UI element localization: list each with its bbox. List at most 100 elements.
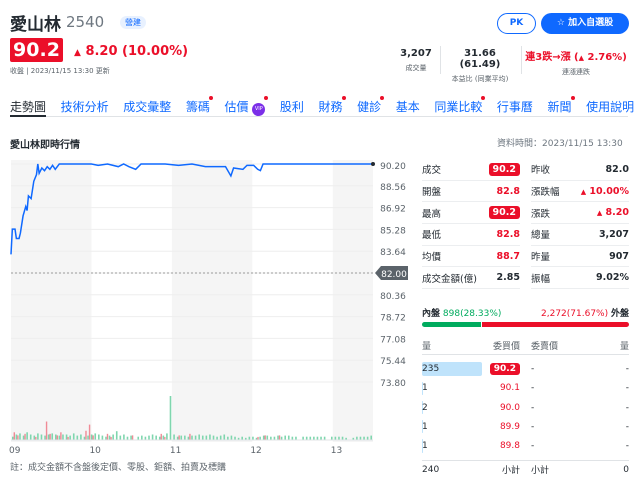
industry-badge[interactable]: 營建 [120, 16, 146, 29]
volume-bar-down [313, 436, 315, 440]
tab-3[interactable]: 籌碼 [186, 96, 213, 116]
x-tick-label: 12 [250, 446, 261, 456]
volume-bar-down [262, 435, 265, 440]
volume-bar-down [76, 435, 79, 440]
volume-bar-down [320, 436, 322, 440]
volume-bar-down [370, 435, 373, 440]
pk-button[interactable]: PK [497, 13, 536, 34]
volume-bar-down [363, 436, 365, 440]
volume-bar-up [131, 435, 134, 440]
volume-bar-down [316, 436, 319, 440]
volume-bar-down [191, 435, 193, 440]
x-tick-label: 10 [89, 446, 101, 456]
volume-bar-down [119, 435, 122, 440]
volume-bar-up [164, 436, 166, 440]
tab-8[interactable]: 基本 [395, 100, 420, 114]
orderbook-row: 1 89.9- - [422, 420, 629, 434]
intraday-chart[interactable]: 90.20 88.56 86.92 85.28 83.64 82.00 80.36 78.72… [0, 150, 412, 460]
chart-title: 愛山林即時行情 [10, 140, 80, 151]
y-tick-label: 85.28 [380, 226, 406, 236]
tab-9[interactable]: 同業比較 [434, 96, 486, 116]
volume-bar-down [44, 435, 46, 440]
volume-bar-down [255, 437, 258, 440]
volume-bar-down [366, 436, 369, 440]
order-book: 量委買價 委賣價量 235 90.2- - 1 90.1- - 2 90.0- - 1 89.9- - 1 8… [422, 336, 629, 479]
volume-bar-down [169, 396, 172, 440]
volume-bar-down [341, 436, 344, 440]
volume-bar-down [356, 436, 358, 440]
volume-bar-down [62, 434, 64, 440]
tab-10[interactable]: 行事曆 [496, 100, 533, 114]
orderbook-row: 1 89.8- - [422, 439, 629, 453]
volume-bar-up [67, 436, 69, 440]
volume-bar-down [69, 435, 71, 440]
volume-bar-down [37, 433, 39, 440]
volume-bar-down [241, 436, 243, 440]
tab-5[interactable]: 股利 [279, 100, 304, 114]
volume-bar-down [33, 435, 36, 440]
volume-bar-down [334, 436, 337, 440]
volume-bar-down [302, 436, 304, 440]
volume-bar-down [252, 436, 254, 440]
tab-11[interactable]: 新聞 [548, 96, 575, 116]
volume-stat: 3,207 成交量 [400, 48, 432, 72]
notification-dot [380, 96, 385, 100]
reference-price-tag [375, 266, 408, 280]
volume-bar-down [266, 435, 269, 440]
add-watchlist-button[interactable]: ☆ 加入自選股 [541, 13, 629, 34]
up-triangle-icon: ▲ [596, 209, 603, 218]
volume-bar-up [264, 435, 266, 440]
tab-7[interactable]: 健診 [357, 96, 385, 116]
volume-bar-down [280, 436, 283, 440]
orderbook-header: 量委買價 委賣價量 [422, 336, 629, 356]
y-tick-label: 73.80 [380, 379, 406, 389]
orderbook-row: 235 90.2- - [422, 362, 629, 376]
volume-bar-down [166, 433, 168, 440]
volume-bar-down [162, 435, 165, 440]
data-time: 資料時間：2023/11/15 13:30 [497, 139, 623, 149]
volume-bar-up [88, 424, 91, 440]
summary-row: 最高 90.2 漲跌 ▲ 8.20 [422, 202, 629, 225]
bid-volume-bar [422, 362, 482, 376]
tab-6[interactable]: 財務 [318, 96, 346, 116]
volume-bar-down [137, 436, 140, 440]
volume-bar-down [83, 436, 86, 440]
stock-code: 2540 [66, 13, 105, 31]
volume-bar-up [189, 433, 191, 440]
bid-volume-bar [422, 420, 423, 434]
volume-bar-down [158, 436, 161, 440]
volume-bar-up [106, 433, 109, 440]
volume-bar-down [270, 436, 272, 440]
y-tick-label: 75.44 [380, 357, 406, 367]
bid-volume-bar [422, 381, 423, 395]
tab-2[interactable]: 成交彙整 [123, 100, 172, 114]
tab-0[interactable]: 走勢圖 [10, 98, 47, 117]
volume-bar-up [49, 433, 51, 440]
volume-bar-up [35, 436, 37, 440]
volume-bar-down [187, 436, 190, 440]
volume-bar-up [85, 430, 87, 440]
volume-bar-down [352, 437, 355, 440]
vip-icon: VIP [252, 103, 266, 116]
orderbook-row: 2 90.0- - [422, 400, 629, 415]
volume-bar-down [201, 435, 204, 440]
volume-bar-down [29, 434, 32, 440]
volume-bar-down [194, 435, 197, 440]
volume-bar-down [126, 436, 129, 440]
tab-1[interactable]: 技術分析 [60, 100, 109, 114]
tab-12[interactable]: 使用說明 [586, 100, 635, 114]
y-tick-label: 80.36 [380, 292, 406, 302]
y-tick-label: 77.08 [380, 335, 406, 345]
volume-bar-down [216, 436, 218, 440]
volume-bar-down [141, 435, 143, 440]
bid-volume-bar [422, 400, 423, 415]
volume-bar-down [309, 436, 312, 440]
time-band [11, 160, 92, 442]
tab-4[interactable]: 估價 VIP [224, 96, 269, 116]
volume-bar-down [47, 434, 50, 440]
volume-bar-down [12, 436, 14, 440]
volume-bar-down [90, 434, 93, 440]
volume-bar-down [345, 437, 347, 440]
summary-row: 成交金額(億) 2.85 振幅 9.02% [422, 267, 629, 290]
y-tick-label: 78.72 [380, 314, 406, 324]
